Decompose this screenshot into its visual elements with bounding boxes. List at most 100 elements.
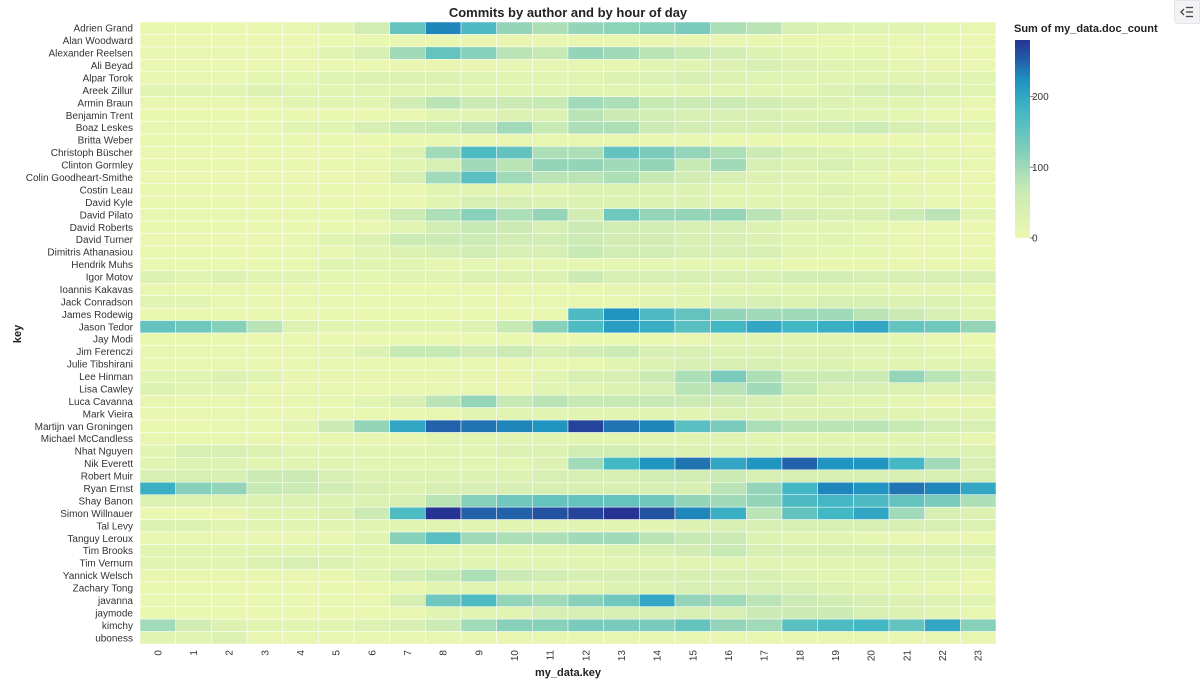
heatmap-cell[interactable]	[353, 593, 390, 607]
heatmap-cell[interactable]	[567, 258, 604, 272]
heatmap-cell[interactable]	[318, 618, 355, 632]
heatmap-cell[interactable]	[710, 96, 747, 110]
heatmap-cell[interactable]	[425, 407, 462, 421]
heatmap-cell[interactable]	[139, 419, 176, 433]
heatmap-cell[interactable]	[639, 245, 676, 259]
heatmap-cell[interactable]	[460, 171, 497, 184]
heatmap-cell[interactable]	[781, 469, 818, 483]
heatmap-cell[interactable]	[353, 581, 390, 595]
heatmap-cell[interactable]	[496, 146, 533, 160]
heatmap-cell[interactable]	[139, 618, 176, 632]
heatmap-cell[interactable]	[318, 357, 355, 371]
heatmap-cell[interactable]	[817, 444, 854, 458]
heatmap-cell[interactable]	[389, 34, 426, 48]
heatmap-cell[interactable]	[710, 345, 747, 359]
heatmap-cell[interactable]	[282, 270, 319, 284]
heatmap-cell[interactable]	[710, 133, 747, 147]
heatmap-cell[interactable]	[282, 444, 319, 458]
heatmap-cell[interactable]	[139, 581, 176, 595]
heatmap-cell[interactable]	[746, 208, 783, 222]
heatmap-cell[interactable]	[353, 357, 390, 371]
heatmap-cell[interactable]	[710, 171, 747, 184]
heatmap-cell[interactable]	[710, 83, 747, 97]
heatmap-cell[interactable]	[532, 370, 569, 384]
heatmap-cell[interactable]	[246, 506, 283, 520]
heatmap-cell[interactable]	[175, 258, 212, 272]
heatmap-cell[interactable]	[211, 444, 248, 458]
heatmap-cell[interactable]	[425, 46, 462, 60]
heatmap-cell[interactable]	[781, 195, 818, 209]
heatmap-cell[interactable]	[888, 83, 925, 97]
heatmap-cell[interactable]	[746, 357, 783, 371]
heatmap-cell[interactable]	[532, 606, 569, 620]
heatmap-cell[interactable]	[817, 457, 854, 471]
heatmap-cell[interactable]	[746, 407, 783, 421]
heatmap-cell[interactable]	[781, 146, 818, 160]
heatmap-cell[interactable]	[781, 295, 818, 309]
heatmap-cell[interactable]	[817, 482, 854, 495]
heatmap-cell[interactable]	[246, 258, 283, 272]
heatmap-cell[interactable]	[175, 171, 212, 184]
heatmap-cell[interactable]	[639, 382, 676, 396]
heatmap-cell[interactable]	[353, 21, 390, 35]
heatmap-cell[interactable]	[710, 34, 747, 48]
heatmap-cell[interactable]	[567, 482, 604, 495]
heatmap-cell[interactable]	[496, 208, 533, 222]
heatmap-cell[interactable]	[460, 432, 497, 446]
heatmap-cell[interactable]	[175, 432, 212, 446]
heatmap-cell[interactable]	[353, 220, 390, 234]
heatmap-cell[interactable]	[318, 59, 355, 73]
heatmap-cell[interactable]	[603, 444, 640, 458]
heatmap-cell[interactable]	[746, 96, 783, 110]
heatmap-cell[interactable]	[781, 531, 818, 545]
heatmap-cell[interactable]	[746, 233, 783, 247]
heatmap-cell[interactable]	[389, 21, 426, 35]
heatmap-cell[interactable]	[567, 83, 604, 97]
heatmap-cell[interactable]	[425, 544, 462, 558]
heatmap-cell[interactable]	[817, 21, 854, 35]
heatmap-cell[interactable]	[888, 295, 925, 309]
heatmap-cell[interactable]	[674, 171, 711, 184]
heatmap-cell[interactable]	[924, 432, 961, 446]
heatmap-cell[interactable]	[246, 544, 283, 558]
heatmap-cell[interactable]	[389, 457, 426, 471]
heatmap-cell[interactable]	[567, 531, 604, 545]
heatmap-cell[interactable]	[211, 146, 248, 160]
heatmap-cell[interactable]	[639, 457, 676, 471]
heatmap-cell[interactable]	[888, 531, 925, 545]
heatmap-cell[interactable]	[532, 245, 569, 259]
heatmap-cell[interactable]	[674, 407, 711, 421]
heatmap-cell[interactable]	[781, 432, 818, 446]
heatmap-cell[interactable]	[532, 295, 569, 309]
heatmap-cell[interactable]	[567, 121, 604, 135]
heatmap-cell[interactable]	[246, 469, 283, 483]
heatmap-cell[interactable]	[532, 407, 569, 421]
heatmap-cell[interactable]	[746, 581, 783, 595]
heatmap-cell[interactable]	[496, 407, 533, 421]
heatmap-cell[interactable]	[425, 457, 462, 471]
heatmap-cell[interactable]	[710, 569, 747, 583]
heatmap-cell[interactable]	[532, 631, 569, 645]
heatmap-cell[interactable]	[603, 457, 640, 471]
heatmap-cell[interactable]	[139, 332, 176, 346]
heatmap-cell[interactable]	[246, 108, 283, 122]
heatmap-cell[interactable]	[425, 282, 462, 296]
heatmap-cell[interactable]	[567, 606, 604, 620]
heatmap-cell[interactable]	[817, 46, 854, 60]
heatmap-cell[interactable]	[817, 432, 854, 446]
heatmap-cell[interactable]	[888, 71, 925, 85]
heatmap-cell[interactable]	[603, 569, 640, 583]
heatmap-cell[interactable]	[425, 245, 462, 259]
heatmap-cell[interactable]	[710, 245, 747, 259]
heatmap-cell[interactable]	[211, 258, 248, 272]
heatmap-cell[interactable]	[567, 146, 604, 160]
heatmap-cell[interactable]	[924, 519, 961, 533]
heatmap-cell[interactable]	[460, 195, 497, 209]
heatmap-cell[interactable]	[425, 233, 462, 247]
heatmap-cell[interactable]	[318, 519, 355, 533]
heatmap-cell[interactable]	[853, 419, 890, 433]
heatmap-cell[interactable]	[888, 34, 925, 48]
heatmap-cell[interactable]	[710, 631, 747, 645]
heatmap-cell[interactable]	[781, 569, 818, 583]
heatmap-cell[interactable]	[139, 133, 176, 147]
